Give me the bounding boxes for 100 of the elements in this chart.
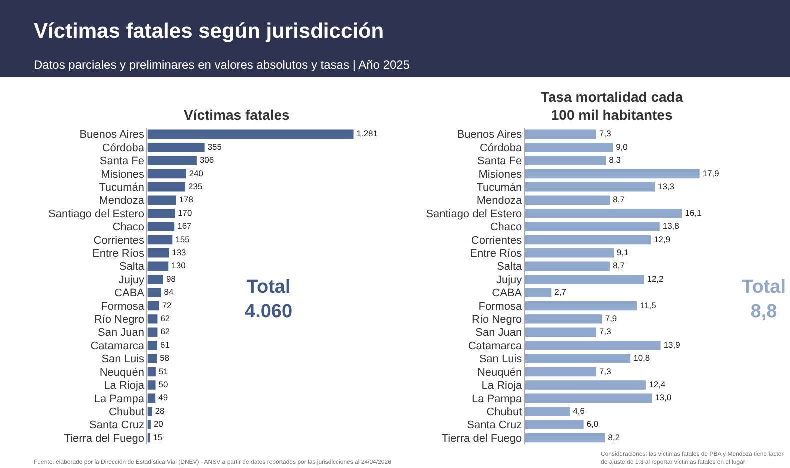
y-tick-label: San Juan — [476, 327, 522, 340]
bar — [525, 354, 631, 364]
y-tick-label: Río Negro — [94, 314, 145, 326]
y-tick-label: Tucumán — [476, 182, 522, 194]
data-label: 7,3 — [600, 128, 612, 139]
bar — [525, 222, 660, 232]
data-label: 133 — [172, 247, 187, 258]
y-tick-label: Corrientes — [94, 234, 146, 247]
data-label: 50 — [158, 380, 168, 390]
text: Total 8,8 — [742, 277, 786, 323]
data-label: 62 — [160, 326, 170, 337]
bar — [148, 354, 158, 364]
y-tick-label: Río Negro — [472, 314, 522, 326]
data-label: 84 — [164, 287, 174, 298]
y-tick-label: Jujuy — [496, 274, 523, 286]
y-tick-label: Corrientes — [471, 234, 523, 247]
bar — [525, 406, 570, 416]
y-tick-label: Catamarca — [90, 340, 146, 352]
y-tick-label: Córdoba — [480, 142, 524, 154]
y-tick-label: Mendoza — [476, 195, 524, 208]
y-tick-label: Santiago del Estero — [48, 208, 145, 220]
y-tick-label: Santa Fe — [478, 156, 522, 168]
bar — [148, 130, 354, 139]
data-label: 13,0 — [655, 392, 672, 403]
data-label: 13,9 — [664, 340, 681, 350]
data-label: 8,2 — [608, 432, 620, 442]
y-tick-label: Santa Cruz — [90, 420, 145, 432]
data-label: 170 — [178, 208, 192, 218]
data-label: 58 — [160, 353, 170, 364]
y-tick-label: San Luis — [102, 354, 146, 366]
bar — [525, 340, 661, 350]
bar — [148, 340, 158, 350]
y-tick-label: Tucumán — [99, 182, 145, 194]
text: Datos parciales y preliminares en valores absolutos y tasas | Año 2025 — [34, 58, 410, 72]
bar — [148, 367, 156, 377]
bar — [148, 301, 160, 311]
text: Víctimas fatales según jurisdicción — [34, 20, 384, 43]
y-tick-label: CABA — [492, 288, 523, 300]
bar — [525, 314, 602, 324]
bar — [148, 394, 156, 404]
bar — [525, 301, 638, 311]
data-label: 7,3 — [600, 326, 612, 337]
y-tick-label: Buenos Aires — [80, 129, 146, 142]
bar — [148, 274, 164, 284]
bar — [148, 328, 158, 338]
data-label: 62 — [160, 313, 170, 324]
data-label: 7,9 — [605, 313, 618, 324]
data-label: 9,1 — [617, 247, 630, 258]
data-label: 355 — [208, 142, 222, 152]
y-tick-label: Entre Ríos — [92, 248, 146, 260]
bar — [148, 169, 186, 179]
bar — [148, 235, 173, 245]
y-tick-label: Mendoza — [99, 195, 146, 208]
bar — [525, 196, 610, 205]
y-tick-label: La Pampa — [472, 393, 524, 406]
bar — [525, 182, 655, 192]
bar — [525, 142, 614, 152]
data-label: 98 — [166, 274, 176, 284]
y-tick-label: Chaco — [112, 222, 145, 234]
data-label: 12,2 — [647, 274, 664, 284]
data-label: 12,4 — [649, 380, 666, 390]
y-tick-label: Formosa — [101, 300, 146, 313]
data-label: 7,3 — [600, 366, 612, 376]
y-tick-label: Misiones — [101, 168, 146, 181]
data-label: 8,7 — [613, 260, 626, 271]
data-label: 20 — [154, 419, 164, 430]
data-label: 155 — [176, 234, 190, 244]
y-tick-label: Neuquén — [477, 366, 522, 379]
y-tick-label: Santa Cruz — [467, 420, 522, 432]
bar — [525, 433, 606, 443]
data-label: 130 — [172, 260, 186, 271]
data-label: 2,7 — [554, 287, 567, 298]
data-label: 10,8 — [634, 353, 650, 364]
data-label: 178 — [179, 194, 194, 205]
data-label: 235 — [188, 181, 203, 192]
data-label: 51 — [158, 366, 169, 376]
data-label: 8,7 — [613, 194, 626, 205]
data-label: 61 — [160, 340, 170, 350]
data-label: 16,1 — [685, 208, 702, 218]
bar — [148, 262, 169, 272]
data-label: 28 — [155, 406, 165, 416]
chart-title: Víctimas fatales — [184, 107, 290, 123]
y-tick-label: San Luis — [479, 354, 523, 366]
bar — [148, 314, 158, 324]
data-label: 306 — [200, 155, 214, 166]
y-tick-label: Formosa — [478, 300, 524, 313]
bar — [148, 420, 151, 430]
y-tick-label: Salta — [119, 261, 146, 274]
bar — [525, 367, 596, 377]
annotation: Total 4.060 — [245, 277, 293, 323]
y-tick-label: Misiones — [478, 168, 523, 181]
data-label: 11,5 — [640, 300, 657, 310]
y-tick-label: San Juan — [98, 327, 145, 340]
y-tick-label: Chubut — [109, 406, 145, 418]
y-tick-label: Santa Fe — [100, 156, 145, 168]
bar — [525, 420, 584, 430]
data-label: 240 — [189, 168, 204, 178]
bar — [148, 156, 197, 166]
bar — [148, 248, 170, 258]
bar — [525, 274, 644, 284]
